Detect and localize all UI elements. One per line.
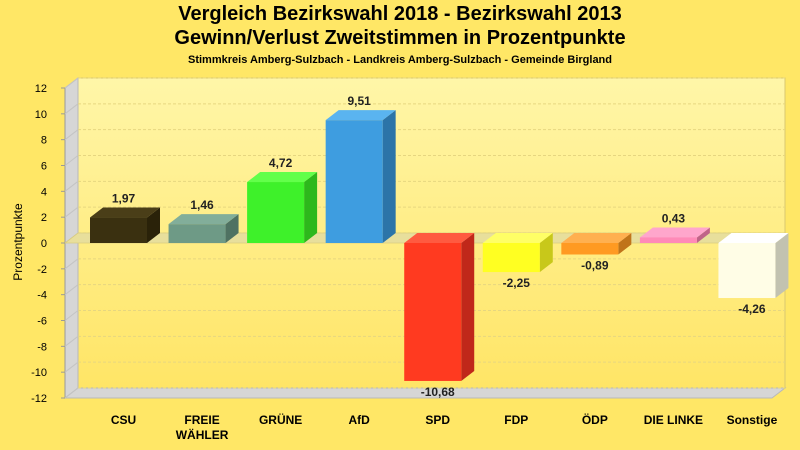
x-tick-label: FREIE WÄHLER [176,413,229,442]
bar-6 [561,233,632,255]
gridline-side [64,258,79,270]
value-label: -4,26 [738,302,766,316]
x-tick-label: ÖDP [582,412,608,427]
bar-side [461,233,475,381]
y-tick-label: -2 [37,264,47,276]
bar-front [482,243,540,273]
value-label: 1,97 [112,192,136,206]
value-label: -10,68 [421,385,455,399]
x-tick-label: Sonstige [727,413,778,427]
value-label: -0,89 [581,258,609,272]
y-tick-label: 12 [35,83,47,95]
bar-3 [325,110,396,243]
value-label: 0,43 [662,211,686,225]
bar-top [482,233,553,243]
gridline-side [64,77,79,89]
chart-region-subtitle: Stimmkreis Amberg-Sulzbach - Landkreis A… [188,54,612,66]
bar-top [247,172,318,183]
bar-side [225,214,239,243]
y-tick-label: -10 [31,367,47,379]
y-tick-label: -6 [37,316,47,328]
bar-top [168,214,239,225]
x-tick-label: FDP [504,413,528,427]
bar-top [561,233,632,243]
x-tick-label: CSU [111,413,136,427]
gridline-side [64,155,79,166]
bar-front [247,182,305,243]
bar-front [168,224,226,243]
bar-top [325,110,396,121]
bar-side [304,172,318,243]
y-tick-label: 2 [41,212,47,224]
x-tick-label: SPD [425,413,450,427]
gridline-side [64,361,79,373]
bar-top [404,233,475,243]
bar-4 [404,233,475,381]
bar-0 [90,207,160,243]
chart-subtitle: Gewinn/Verlust Zweitstimmen in Prozentpu… [174,27,626,49]
bar-7 [639,227,710,243]
gridline-side [64,387,79,399]
bar-2 [247,172,318,243]
gridline-side [64,335,79,347]
gridline-side [64,310,79,321]
bar-side [382,110,396,243]
y-tick-label: 6 [41,161,47,173]
bar-8 [718,233,789,299]
bar-side [147,207,160,243]
bar-top [90,207,160,218]
bar-front [561,243,619,255]
bar-front [404,243,462,381]
y-tick-label: 10 [35,109,47,121]
y-tick-label: 8 [41,135,47,147]
gridline-side [64,206,79,218]
bar-front [718,243,776,299]
gridline-side [64,103,79,115]
bar-front [90,217,147,243]
x-tick-label: AfD [349,413,371,427]
gridline-side [64,180,79,192]
bar-side [618,233,632,255]
bar-side [696,227,710,243]
value-label: -2,25 [503,276,531,290]
y-tick-label: -4 [37,290,47,302]
bar-top [718,233,789,243]
value-label: 1,46 [190,198,214,212]
x-tick-label: DIE LINKE [644,413,703,427]
bar-5 [482,233,553,273]
gridline-side [64,284,79,296]
gridline-side [64,129,79,141]
bar-side [775,233,789,299]
x-tick-label: GRÜNE [259,412,302,427]
bar-side [539,233,553,273]
y-tick-label: 4 [41,186,47,198]
chart-title: Vergleich Bezirkswahl 2018 - Bezirkswahl… [178,3,622,25]
bar-1 [168,214,239,243]
value-label: 9,51 [347,94,371,108]
y-tick-label: 0 [41,238,47,250]
value-label: 4,72 [269,156,293,170]
bar-front [639,237,697,243]
bar-top [639,227,710,238]
y-tick-label: -8 [37,341,47,353]
y-tick-label: -12 [31,393,47,405]
bar-front [325,120,383,243]
